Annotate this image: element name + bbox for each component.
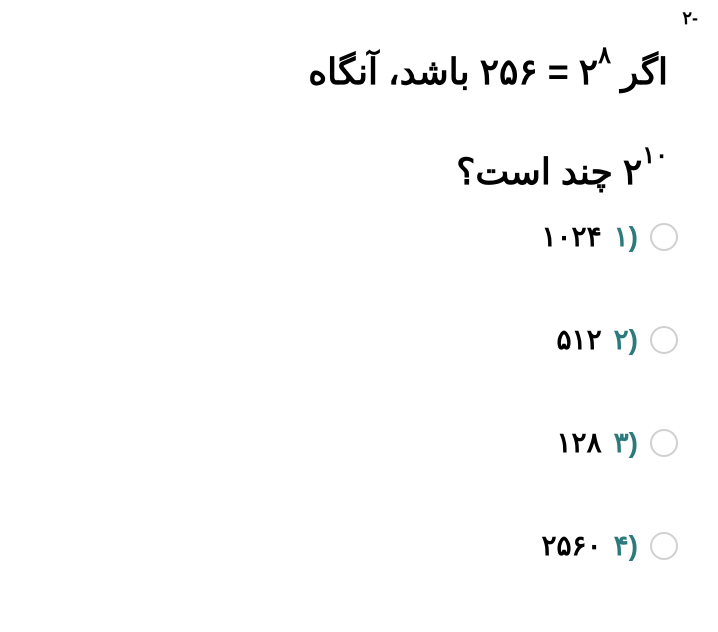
- option-number: ۱): [614, 220, 638, 253]
- option-1[interactable]: ۱) ۱۰۲۴: [40, 220, 678, 253]
- radio-icon[interactable]: [650, 532, 678, 560]
- q-text-part2: باشد، آنگاه: [308, 51, 469, 92]
- math-eq: =: [538, 51, 579, 92]
- math-exp2: ۱۰: [642, 142, 668, 169]
- question-line2: ۲۱۰ چند است؟: [456, 140, 668, 205]
- option-4[interactable]: ۴) ۲۵۶۰: [40, 529, 678, 562]
- radio-icon[interactable]: [650, 429, 678, 457]
- option-number: ۳): [614, 426, 638, 459]
- q-text-part3: چند است؟: [456, 151, 613, 192]
- math-base1: ۲: [579, 51, 598, 92]
- option-number: ۲): [614, 323, 638, 356]
- math-exp1: ۸: [598, 42, 611, 69]
- option-text: ۱۲۸: [557, 426, 602, 459]
- option-text: ۱۰۲۴: [541, 220, 601, 253]
- math-value: ۲۵۶: [480, 51, 538, 92]
- radio-icon[interactable]: [650, 223, 678, 251]
- math-base2: ۲: [623, 151, 642, 192]
- question-number: -۲: [682, 8, 698, 29]
- options-container: ۱) ۱۰۲۴ ۲) ۵۱۲ ۳) ۱۲۸ ۴) ۲۵۶۰: [40, 220, 678, 632]
- math-expression-given: ۲۵۶ = ۲۸: [480, 40, 611, 105]
- math-expression-ask: ۲۱۰: [623, 140, 668, 205]
- question-line1: اگر ۲۵۶ = ۲۸ باشد، آنگاه: [50, 40, 668, 105]
- option-number: ۴): [614, 529, 638, 562]
- radio-icon[interactable]: [650, 326, 678, 354]
- q-text-part1: اگر: [621, 51, 668, 92]
- option-3[interactable]: ۳) ۱۲۸: [40, 426, 678, 459]
- option-text: ۵۱۲: [557, 323, 602, 356]
- option-text: ۲۵۶۰: [541, 529, 601, 562]
- option-2[interactable]: ۲) ۵۱۲: [40, 323, 678, 356]
